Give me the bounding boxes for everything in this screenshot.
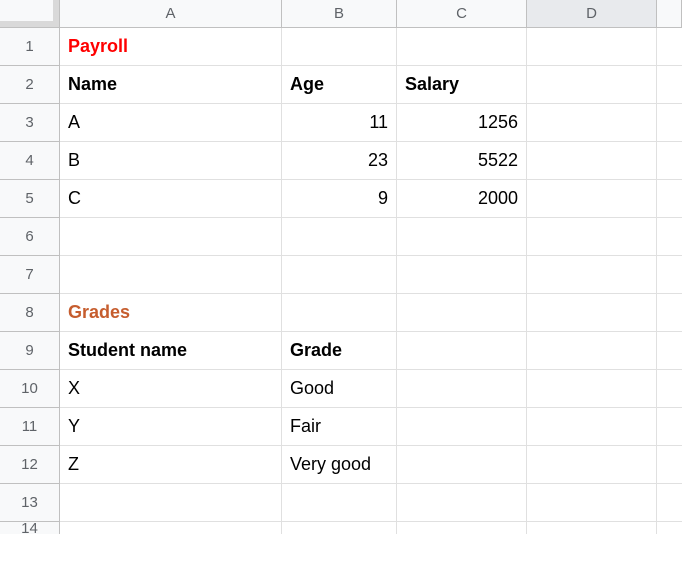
cell-overflow-3 [657,104,682,142]
cell-B1[interactable] [282,28,397,66]
cell-D13[interactable] [527,484,657,522]
cell-overflow-10 [657,370,682,408]
cell-B12[interactable]: Very good [282,446,397,484]
cell-A4[interactable]: B [60,142,282,180]
cell-C1[interactable] [397,28,527,66]
cell-A11[interactable]: Y [60,408,282,446]
cell-B9[interactable]: Grade [282,332,397,370]
row-header-12[interactable]: 12 [0,446,60,484]
cell-A10[interactable]: X [60,370,282,408]
cell-overflow-7 [657,256,682,294]
cell-A5[interactable]: C [60,180,282,218]
cell-overflow-6 [657,218,682,256]
cell-C10[interactable] [397,370,527,408]
cell-C4[interactable]: 5522 [397,142,527,180]
spreadsheet-grid[interactable]: A B C D 1Payroll2NameAgeSalary3A1112564B… [0,0,682,534]
cell-overflow-11 [657,408,682,446]
row-header-1[interactable]: 1 [0,28,60,66]
cell-C2[interactable]: Salary [397,66,527,104]
cell-A8[interactable]: Grades [60,294,282,332]
cell-A2[interactable]: Name [60,66,282,104]
row-header-11[interactable]: 11 [0,408,60,446]
cell-C7[interactable] [397,256,527,294]
column-header-D[interactable]: D [527,0,657,28]
column-header-C[interactable]: C [397,0,527,28]
cell-A9[interactable]: Student name [60,332,282,370]
select-all-corner[interactable] [0,0,60,28]
column-header-B[interactable]: B [282,0,397,28]
cell-C14-partial[interactable] [397,522,527,534]
cell-A3[interactable]: A [60,104,282,142]
column-header-overflow [657,0,682,28]
row-header-3[interactable]: 3 [0,104,60,142]
cell-D7[interactable] [527,256,657,294]
cell-B11[interactable]: Fair [282,408,397,446]
cell-B5[interactable]: 9 [282,180,397,218]
cell-C6[interactable] [397,218,527,256]
cell-overflow-12 [657,446,682,484]
column-header-A[interactable]: A [60,0,282,28]
cell-D9[interactable] [527,332,657,370]
cell-B3[interactable]: 11 [282,104,397,142]
cell-B4[interactable]: 23 [282,142,397,180]
cell-B7[interactable] [282,256,397,294]
row-header-5[interactable]: 5 [0,180,60,218]
cell-D6[interactable] [527,218,657,256]
row-header-6[interactable]: 6 [0,218,60,256]
row-header-4[interactable]: 4 [0,142,60,180]
cell-A1[interactable]: Payroll [60,28,282,66]
cell-overflow-9 [657,332,682,370]
cell-B2[interactable]: Age [282,66,397,104]
cell-D8[interactable] [527,294,657,332]
row-header-9[interactable]: 9 [0,332,60,370]
cell-D1[interactable] [527,28,657,66]
cell-C8[interactable] [397,294,527,332]
cell-overflow-4 [657,142,682,180]
cell-A7[interactable] [60,256,282,294]
cell-overflow-2 [657,66,682,104]
cell-overflow-5 [657,180,682,218]
cell-overflow-13 [657,484,682,522]
cell-overflow-8 [657,294,682,332]
cell-A6[interactable] [60,218,282,256]
cell-D10[interactable] [527,370,657,408]
cell-C3[interactable]: 1256 [397,104,527,142]
cell-C12[interactable] [397,446,527,484]
cell-A13[interactable] [60,484,282,522]
row-header-10[interactable]: 10 [0,370,60,408]
cell-D11[interactable] [527,408,657,446]
cell-A12[interactable]: Z [60,446,282,484]
cell-D2[interactable] [527,66,657,104]
cell-D4[interactable] [527,142,657,180]
cell-D12[interactable] [527,446,657,484]
row-header-13[interactable]: 13 [0,484,60,522]
cell-C13[interactable] [397,484,527,522]
cell-C11[interactable] [397,408,527,446]
cell-overflow-14-partial [657,522,682,534]
row-header-2[interactable]: 2 [0,66,60,104]
cell-B6[interactable] [282,218,397,256]
cell-C5[interactable]: 2000 [397,180,527,218]
cell-C9[interactable] [397,332,527,370]
row-header-8[interactable]: 8 [0,294,60,332]
cell-B13[interactable] [282,484,397,522]
row-header-7[interactable]: 7 [0,256,60,294]
cell-D14-partial[interactable] [527,522,657,534]
cell-B14-partial[interactable] [282,522,397,534]
cell-D3[interactable] [527,104,657,142]
cell-overflow-1 [657,28,682,66]
cell-A14-partial[interactable] [60,522,282,534]
row-header-14-partial[interactable]: 14 [0,522,60,534]
cell-B8[interactable] [282,294,397,332]
cell-B10[interactable]: Good [282,370,397,408]
cell-D5[interactable] [527,180,657,218]
